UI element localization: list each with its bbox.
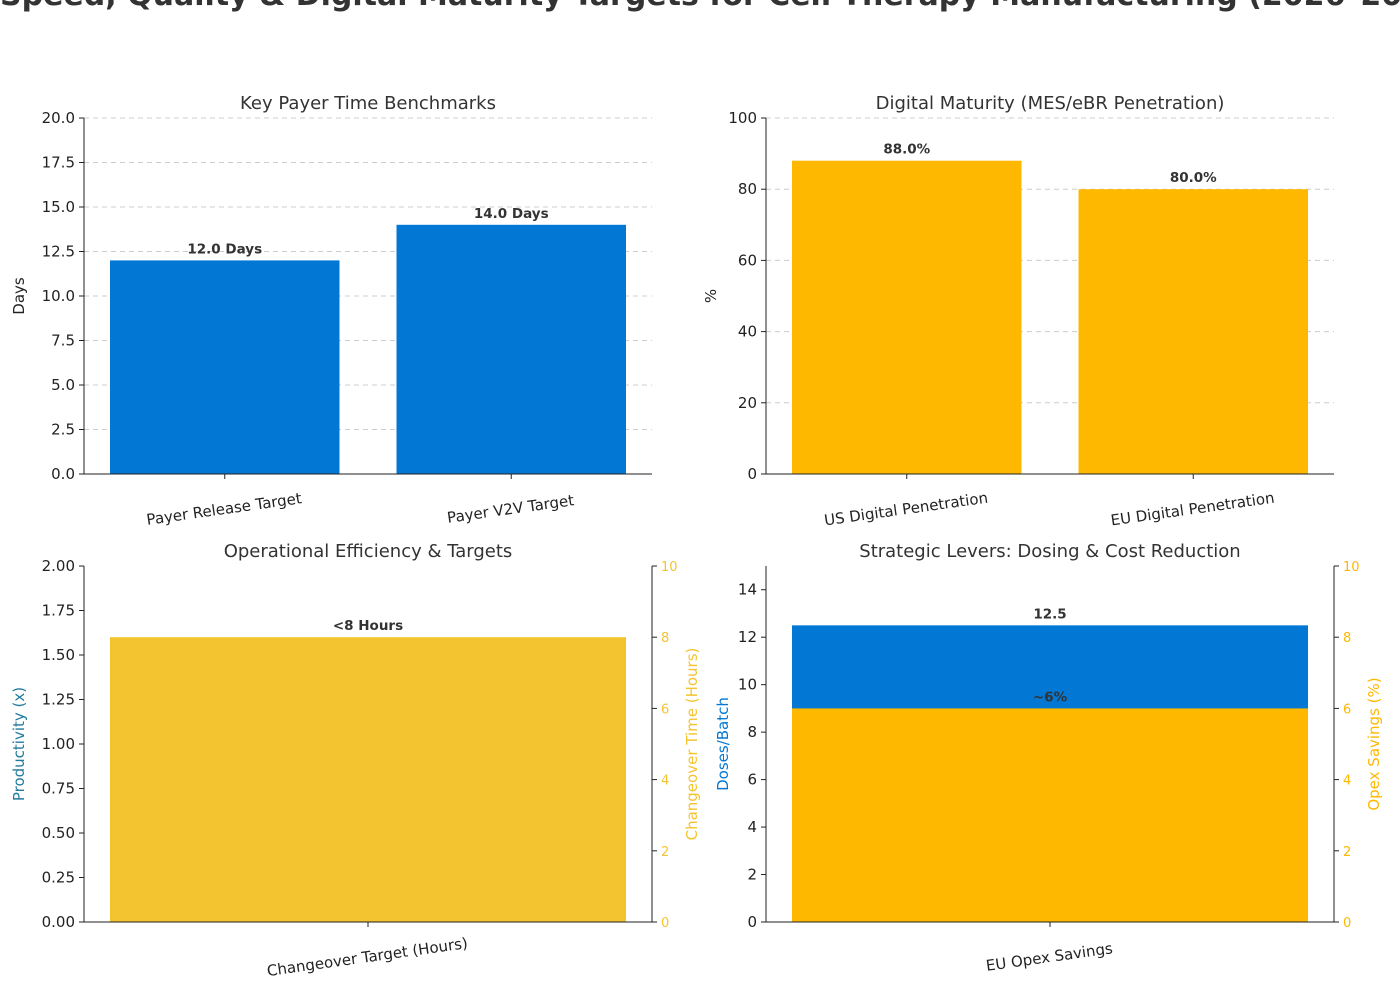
payer-bar <box>396 224 626 474</box>
levers-y-tick-label: 8 <box>747 723 757 741</box>
digital-y-tick-label: 0 <box>747 465 757 483</box>
ops-y-tick-label: 1.75 <box>42 602 75 620</box>
digital-bar <box>1078 189 1308 474</box>
levers-data-label: 12.5 <box>1033 606 1066 622</box>
payer-y-tick-label: 17.5 <box>42 154 75 172</box>
levers-y2-tick-label: 4 <box>1343 774 1351 789</box>
payer-y-tick-label: 7.5 <box>51 332 75 350</box>
levers-y-tick-label: 0 <box>747 913 757 931</box>
ops-y2-tick-label: 10 <box>661 560 678 575</box>
levers-bar-secondary <box>792 708 1308 922</box>
digital-category-label: EU Digital Penetration <box>1110 489 1276 530</box>
digital-y-tick-label: 80 <box>738 180 757 198</box>
ops-y-tick-label: 1.50 <box>42 646 75 664</box>
payer-y-tick-label: 15.0 <box>42 198 75 216</box>
ops-bar-secondary <box>110 637 626 922</box>
payer-data-label: 12.0 Days <box>187 241 262 257</box>
ops-y-tick-label: 0.75 <box>42 780 75 798</box>
levers-y-tick-label: 6 <box>747 771 757 789</box>
digital-y-tick-label: 60 <box>738 251 757 269</box>
payer-data-label: 14.0 Days <box>474 206 549 222</box>
digital-y-axis-label: % <box>702 289 720 303</box>
ops-y2-tick-label: 6 <box>661 702 669 717</box>
payer-y-tick-label: 2.5 <box>51 421 75 439</box>
levers-y2-tick-label: 0 <box>1343 916 1351 931</box>
digital-y-tick-label: 100 <box>728 109 757 127</box>
ops-category-label: Changeover Target (Hours) <box>266 934 469 980</box>
levers-y2-tick-label: 10 <box>1343 560 1360 575</box>
ops-data-label: <8 Hours <box>333 618 403 634</box>
payer-chart-title: Key Payer Time Benchmarks <box>240 93 496 114</box>
payer-y-tick-label: 10.0 <box>42 287 75 305</box>
payer-y-tick-label: 0.0 <box>51 465 75 483</box>
levers-y-tick-label: 4 <box>747 818 757 836</box>
payer-category-label: Payer V2V Target <box>446 491 575 527</box>
ops-y-tick-label: 0.50 <box>42 824 75 842</box>
ops-y2-tick-label: 4 <box>661 774 669 789</box>
ops-y2-tick-label: 0 <box>661 916 669 931</box>
ops-y2-tick-label: 8 <box>661 631 669 646</box>
levers-data-label: ~6% <box>1033 689 1068 705</box>
page-title: Speed, Quality & Digital Maturity Target… <box>0 0 1400 13</box>
levers-y2-tick-label: 6 <box>1343 702 1351 717</box>
ops-y-tick-label: 1.00 <box>42 735 75 753</box>
levers-y2-tick-label: 2 <box>1343 845 1351 860</box>
ops-y-tick-label: 1.25 <box>42 691 75 709</box>
payer-category-label: Payer Release Target <box>145 489 302 529</box>
payer-y-axis-label: Days <box>10 277 28 315</box>
ops-y-tick-label: 2.00 <box>42 557 75 575</box>
payer-y-tick-label: 12.5 <box>42 243 75 261</box>
levers-y-axis-label: Doses/Batch <box>714 697 732 791</box>
levers-category-label: EU Opex Savings <box>985 939 1114 975</box>
levers-y-tick-label: 10 <box>738 676 757 694</box>
levers-chart-title: Strategic Levers: Dosing & Cost Reductio… <box>859 541 1240 562</box>
payer-bar <box>110 260 340 474</box>
digital-bar <box>792 160 1022 474</box>
levers-y-tick-label: 2 <box>747 866 757 884</box>
levers-y2-axis-label: Opex Savings (%) <box>1365 677 1383 810</box>
ops-chart-title: Operational Efficiency & Targets <box>224 541 513 562</box>
levers-y-tick-label: 12 <box>738 628 757 646</box>
levers-y2-tick-label: 8 <box>1343 631 1351 646</box>
levers-y-tick-label: 14 <box>738 581 757 599</box>
payer-y-tick-label: 20.0 <box>42 109 75 127</box>
payer-y-tick-label: 5.0 <box>51 376 75 394</box>
digital-data-label: 88.0% <box>883 142 930 158</box>
ops-y-axis-label: Productivity (x) <box>10 687 28 801</box>
digital-data-label: 80.0% <box>1170 170 1217 186</box>
ops-y-tick-label: 0.25 <box>42 869 75 887</box>
digital-y-tick-label: 20 <box>738 394 757 412</box>
ops-y2-axis-label: Changeover Time (Hours) <box>683 648 701 841</box>
ops-y2-tick-label: 2 <box>661 845 669 860</box>
ops-y-tick-label: 0.00 <box>42 913 75 931</box>
digital-chart-title: Digital Maturity (MES/eBR Penetration) <box>876 93 1225 114</box>
digital-category-label: US Digital Penetration <box>823 489 989 530</box>
digital-y-tick-label: 40 <box>738 323 757 341</box>
